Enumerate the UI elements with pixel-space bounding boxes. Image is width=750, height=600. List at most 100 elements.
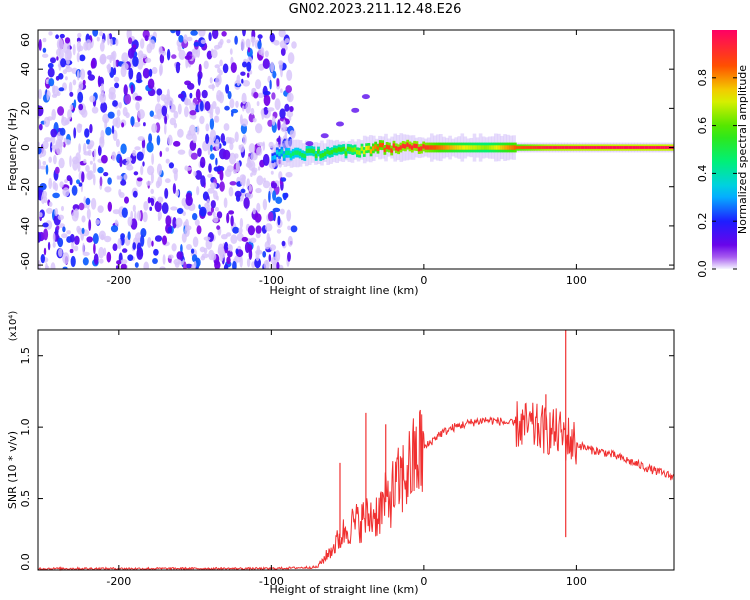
signal-core — [417, 146, 421, 152]
signal-core — [358, 150, 362, 155]
noise-blob — [175, 189, 180, 197]
noise-blob — [230, 62, 237, 73]
noise-blob — [151, 240, 154, 247]
noise-blob — [167, 134, 173, 146]
noise-blob — [275, 196, 283, 204]
heatmap-cells — [38, 30, 674, 269]
noise-blob — [99, 31, 104, 37]
noise-blob — [48, 156, 52, 163]
noise-blob — [165, 147, 170, 152]
signal-core — [394, 146, 398, 151]
noise-blob — [209, 129, 217, 142]
noise-blob — [195, 88, 201, 101]
noise-blob — [100, 83, 105, 96]
signal-core — [559, 146, 563, 149]
noise-blob — [97, 205, 104, 214]
noise-blob — [282, 193, 287, 201]
noise-blob — [107, 177, 112, 185]
signal-core — [410, 145, 414, 150]
noise-blob — [54, 166, 60, 175]
signal-core — [626, 146, 629, 149]
noise-blob — [178, 49, 186, 60]
noise-blob — [232, 226, 240, 234]
noise-blob — [214, 64, 221, 69]
signal-core — [550, 146, 554, 149]
signal-core — [472, 145, 476, 150]
signal-core — [305, 148, 309, 154]
noise-blob — [241, 236, 248, 242]
heatmap-xtick-label: 100 — [566, 274, 587, 287]
noise-blob — [78, 182, 83, 187]
noise-blob — [162, 235, 167, 245]
signal-core — [603, 146, 606, 149]
noise-blob — [159, 150, 163, 157]
noise-blob — [147, 78, 155, 90]
noise-blob — [82, 257, 89, 266]
noise-blob — [199, 206, 207, 217]
noise-blob — [209, 117, 215, 130]
noise-blob — [186, 244, 192, 250]
noise-blob — [41, 190, 48, 199]
signal-core — [621, 146, 625, 149]
signal-core — [566, 146, 570, 149]
noise-blob — [284, 103, 290, 112]
noise-blob — [195, 170, 202, 180]
noise-blob — [177, 103, 182, 115]
noise-blob — [229, 181, 237, 186]
noise-blob — [101, 38, 105, 45]
signal-core — [426, 145, 430, 150]
noise-blob — [38, 159, 41, 170]
noise-blob — [235, 248, 239, 255]
noise-blob — [39, 183, 47, 191]
noise-blob — [235, 100, 239, 108]
noise-blob — [238, 227, 243, 235]
signal-core — [449, 145, 453, 150]
noise-blob — [133, 122, 141, 128]
noise-blob — [105, 126, 112, 136]
noise-blob — [239, 144, 245, 153]
noise-blob — [291, 41, 297, 49]
noise-blob — [48, 201, 53, 207]
noise-blob — [107, 33, 110, 46]
noise-blob — [221, 31, 227, 37]
noise-blob — [242, 80, 250, 87]
signal-core — [477, 145, 481, 150]
noise-blob — [154, 103, 162, 115]
noise-blob — [47, 241, 51, 251]
noise-blob — [173, 258, 181, 266]
signal-core — [328, 150, 332, 155]
noise-blob — [219, 59, 223, 67]
noise-blob — [251, 167, 258, 173]
noise-blob — [266, 232, 270, 243]
noise-blob — [280, 208, 285, 215]
signal-core — [333, 148, 336, 153]
noise-blob — [42, 222, 49, 228]
noise-blob — [99, 95, 104, 101]
noise-blob — [61, 114, 64, 123]
noise-blob — [132, 242, 136, 250]
noise-blob — [226, 39, 231, 44]
noise-blob — [87, 149, 92, 156]
signal-core — [493, 145, 497, 150]
noise-blob — [280, 177, 287, 182]
signal-core — [278, 151, 281, 157]
noise-blob — [170, 206, 178, 211]
noise-blob — [270, 61, 275, 73]
noise-blob — [190, 30, 198, 36]
signal-core — [289, 153, 293, 158]
signal-core — [513, 145, 517, 150]
noise-blob — [135, 101, 140, 111]
noise-blob — [62, 187, 70, 197]
noise-blob — [218, 91, 224, 104]
noise-blob — [137, 50, 144, 60]
noise-blob — [192, 133, 197, 144]
noise-blob — [111, 125, 115, 134]
noise-blob — [246, 258, 251, 268]
signal-core — [392, 143, 396, 148]
heatmap-xtick-label: -200 — [106, 274, 131, 287]
noise-blob — [66, 175, 72, 182]
noise-blob — [123, 174, 128, 180]
heatmap-ytick-label: 40 — [19, 62, 32, 76]
noise-blob — [109, 56, 112, 64]
noise-blob — [58, 157, 65, 169]
